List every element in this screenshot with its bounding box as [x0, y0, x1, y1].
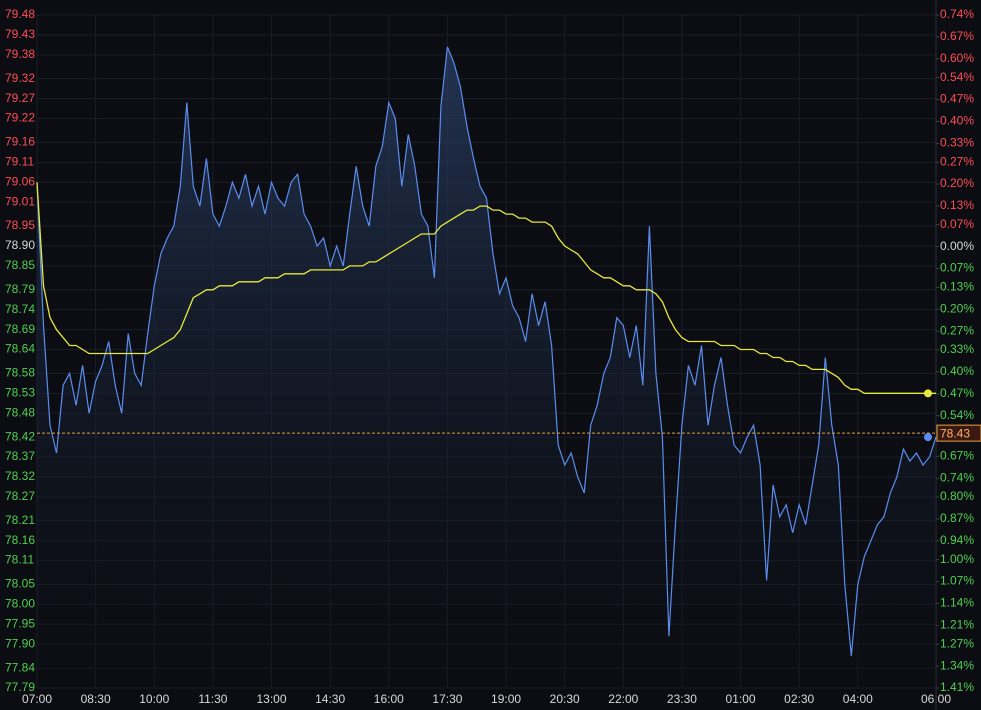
x-tick-label: 07:00: [22, 692, 52, 706]
y-tick-label: 78.58: [5, 366, 35, 380]
y-tick-label: 79.32: [5, 71, 35, 85]
last-price-box: [936, 424, 981, 442]
y2-tick-label: 1.07%: [940, 574, 974, 588]
y-tick-label: 79.48: [5, 7, 35, 21]
y2-tick-label: 1.14%: [940, 596, 974, 610]
y-tick-label: 78.32: [5, 469, 35, 483]
y-tick-label: 78.95: [5, 218, 35, 232]
y-tick-label: 78.00: [5, 597, 35, 611]
x-tick-label: 22:00: [608, 692, 638, 706]
x-tick-label: 17:30: [432, 692, 462, 706]
y-tick-label: 79.11: [5, 155, 34, 169]
y-tick-label: 78.27: [5, 489, 35, 503]
y-tick-label: 79.22: [5, 111, 35, 125]
y2-tick-label: 0.20%: [940, 176, 974, 190]
last-price-label: 78.43: [940, 426, 970, 440]
y-tick-label: 78.53: [5, 385, 35, 399]
y-tick-label: 79.27: [5, 91, 35, 105]
y-tick-label: 79.16: [5, 135, 35, 149]
x-tick-label: 04:00: [843, 692, 873, 706]
x-tick-label: 13:00: [257, 692, 287, 706]
y-tick-label: 78.48: [5, 405, 35, 419]
y-tick-label: 78.90: [5, 238, 35, 252]
y2-tick-label: 0.60%: [940, 51, 974, 65]
y2-tick-label: 0.20%: [940, 301, 974, 315]
y2-tick-label: 0.74%: [940, 470, 974, 484]
y2-tick-label: 0.47%: [940, 92, 974, 106]
y2-tick-label: 0.54%: [940, 408, 974, 422]
x-tick-label: 01:00: [726, 692, 756, 706]
y2-tick-label: 0.47%: [940, 386, 974, 400]
y2-tick-label: 0.40%: [940, 364, 974, 378]
area: [37, 46, 936, 688]
y-tick-label: 78.11: [5, 553, 34, 567]
y2-tick-label: 0.00%: [940, 239, 974, 253]
y2-tick-label: 1.27%: [940, 636, 974, 650]
y-tick-label: 79.01: [5, 194, 35, 208]
y2-tick-label: 1.21%: [940, 618, 974, 632]
x-tick-label: 19:00: [491, 692, 521, 706]
y2-tick-label: 0.94%: [940, 533, 974, 547]
y-tick-label: 78.69: [5, 322, 35, 336]
y2-tick-label: 0.87%: [940, 511, 974, 525]
line: [36, 182, 936, 394]
x-tick-label: 11:30: [198, 692, 227, 706]
y-tick-label: 78.16: [5, 533, 35, 547]
x-tick-label: 10:00: [139, 692, 169, 706]
y2-tick-label: 0.74%: [940, 7, 974, 21]
y2-tick-label: 0.13%: [940, 280, 974, 294]
y2-tick-label: 0.07%: [940, 261, 974, 275]
y2-tick-label: 1.00%: [940, 552, 974, 566]
end-dot: [924, 433, 932, 442]
y2-tick-label: 1.41%: [940, 680, 974, 694]
y-tick-label: 78.79: [5, 282, 35, 296]
y-tick-label: 79.43: [5, 27, 35, 41]
y2-tick-label: 0.33%: [940, 136, 974, 150]
y-tick-label: 77.90: [5, 636, 35, 650]
y2-tick-label: 0.67%: [940, 449, 974, 463]
x-tick-label: 20:30: [550, 692, 580, 706]
y-tick-label: 78.05: [5, 577, 35, 591]
y-tick-label: 78.21: [5, 513, 35, 527]
y2-tick-label: 0.07%: [940, 217, 974, 231]
y2-tick-label: 0.54%: [940, 70, 974, 84]
y2-tick-label: 0.13%: [940, 198, 974, 212]
x-tick-label: 08:30: [81, 692, 111, 706]
y-tick-label: 77.95: [5, 616, 35, 630]
x-tick-label: 23:30: [667, 692, 697, 706]
y-tick-label: 78.37: [5, 449, 35, 463]
y2-tick-label: 1.34%: [940, 658, 974, 672]
end-dot: [924, 389, 932, 398]
y-tick-label: 78.74: [5, 302, 35, 316]
x-tick-label: 16:00: [374, 692, 404, 706]
y-tick-label: 77.84: [5, 660, 35, 674]
y-tick-label: 78.64: [5, 342, 35, 356]
x-tick-label: 14:30: [315, 692, 345, 706]
y2-tick-label: 0.27%: [940, 323, 974, 337]
y-tick-label: 79.06: [5, 174, 35, 188]
x-tick-label: 02:30: [784, 692, 814, 706]
y2-tick-label: 0.40%: [940, 114, 974, 128]
y-tick-label: 78.85: [5, 258, 35, 272]
y2-tick-label: 0.27%: [940, 154, 974, 168]
y-tick-label: 77.79: [5, 680, 35, 694]
y-tick-label: 78.42: [5, 429, 35, 443]
y2-tick-label: 0.33%: [940, 342, 974, 356]
line: [36, 46, 937, 657]
y2-tick-label: 0.67%: [940, 29, 974, 43]
y2-tick-label: 0.80%: [940, 489, 974, 503]
y-tick-label: 79.38: [5, 47, 35, 61]
